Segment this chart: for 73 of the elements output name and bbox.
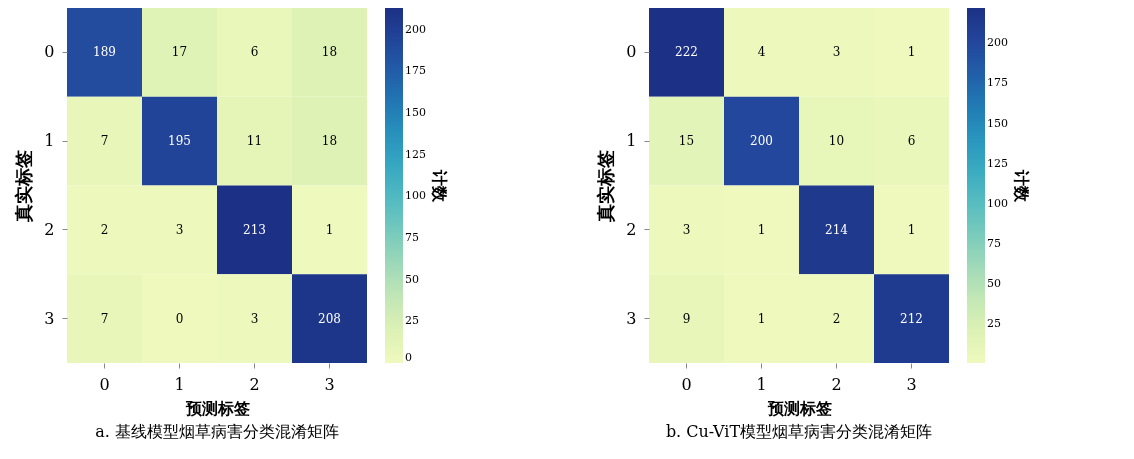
data-label: 11 [246, 134, 263, 149]
color-bar-label: 125 [405, 147, 426, 161]
x-tick-label: 3 [324, 374, 335, 394]
color-bar-title: 计数 [430, 169, 449, 203]
color-bar-label: 150 [405, 106, 426, 119]
color-bar-label: 75 [405, 231, 419, 244]
y-tick-label: 2 [44, 219, 55, 239]
x-tick-label: 0 [681, 374, 692, 394]
y-tick-label: 1 [44, 131, 55, 151]
data-label: 18 [321, 134, 338, 149]
data-label: 3 [250, 311, 259, 326]
x-tick-label: 1 [756, 374, 767, 394]
data-label: 15 [678, 134, 695, 149]
data-label: 1 [325, 222, 334, 237]
data-label: 1 [907, 45, 916, 60]
data-label: 6 [250, 45, 259, 60]
data-label: 17 [171, 45, 188, 60]
color-bar-label: 50 [987, 277, 1001, 291]
data-label: 9 [682, 311, 691, 326]
data-label: 200 [750, 134, 773, 149]
color-bar-label: 100 [987, 196, 1008, 210]
x-axis-title: 预测标签 [766, 398, 832, 418]
y-axis-title: 真实标签 [595, 150, 617, 223]
data-label: 1 [757, 311, 766, 326]
data-label: 213 [243, 222, 266, 237]
color-bar-label: 50 [405, 272, 419, 286]
data-label: 3 [832, 45, 841, 60]
text: b. Cu-ViT模型烟草病害分类混淆矩阵 [665, 422, 933, 441]
color-bar-label: 100 [405, 189, 426, 203]
data-label: 10 [828, 134, 845, 149]
y-tick-label: 3 [626, 308, 637, 328]
data-label: 7 [100, 134, 109, 149]
color-bar-label: 0 [405, 351, 412, 364]
data-label: 3 [682, 222, 691, 237]
data-label: 214 [825, 222, 849, 237]
data-label: 1 [907, 222, 916, 237]
color-bar-title: 计数 [1012, 169, 1031, 203]
text: a. 基线模型烟草病害分类混淆矩阵 [95, 422, 339, 441]
data-label: 18 [321, 45, 338, 60]
color-bar-label: 175 [405, 64, 426, 78]
data-label: 222 [675, 45, 698, 60]
data-label: 1 [757, 222, 766, 237]
data-label: 4 [757, 45, 766, 60]
x-tick-label: 2 [249, 374, 260, 394]
x-tick-label: 3 [906, 374, 917, 394]
data-label: 2 [100, 222, 109, 237]
data-label: 208 [318, 311, 341, 326]
x-tick-label: 1 [174, 374, 185, 394]
y-axis-title: 真实标签 [13, 150, 35, 223]
data-label: 6 [907, 134, 916, 149]
x-axis-title: 预测标签 [184, 398, 250, 418]
y-tick-label: 0 [626, 42, 637, 62]
data-label: 3 [175, 222, 184, 237]
color-bar-label: 125 [987, 156, 1008, 170]
data-label: 195 [168, 134, 191, 149]
x-tick-label: 0 [99, 374, 110, 394]
y-tick-label: 0 [44, 42, 55, 62]
data-label: 189 [93, 45, 116, 60]
color-bar-label: 175 [987, 76, 1008, 90]
color-bar-label: 25 [405, 314, 419, 328]
color-bar-label: 75 [987, 237, 1001, 251]
color-bar-label: 150 [987, 116, 1008, 130]
data-label: 7 [100, 311, 109, 326]
y-tick-label: 1 [626, 131, 637, 151]
data-label: 212 [900, 311, 923, 326]
y-tick-label: 2 [626, 219, 637, 239]
y-tick-label: 3 [44, 308, 55, 328]
color-bar-label: 200 [987, 36, 1008, 50]
data-label: 0 [175, 311, 184, 326]
data-label: 2 [832, 311, 841, 326]
color-bar-label: 25 [987, 317, 1001, 331]
x-tick-label: 2 [831, 374, 842, 394]
color-bar-label: 200 [405, 22, 426, 36]
